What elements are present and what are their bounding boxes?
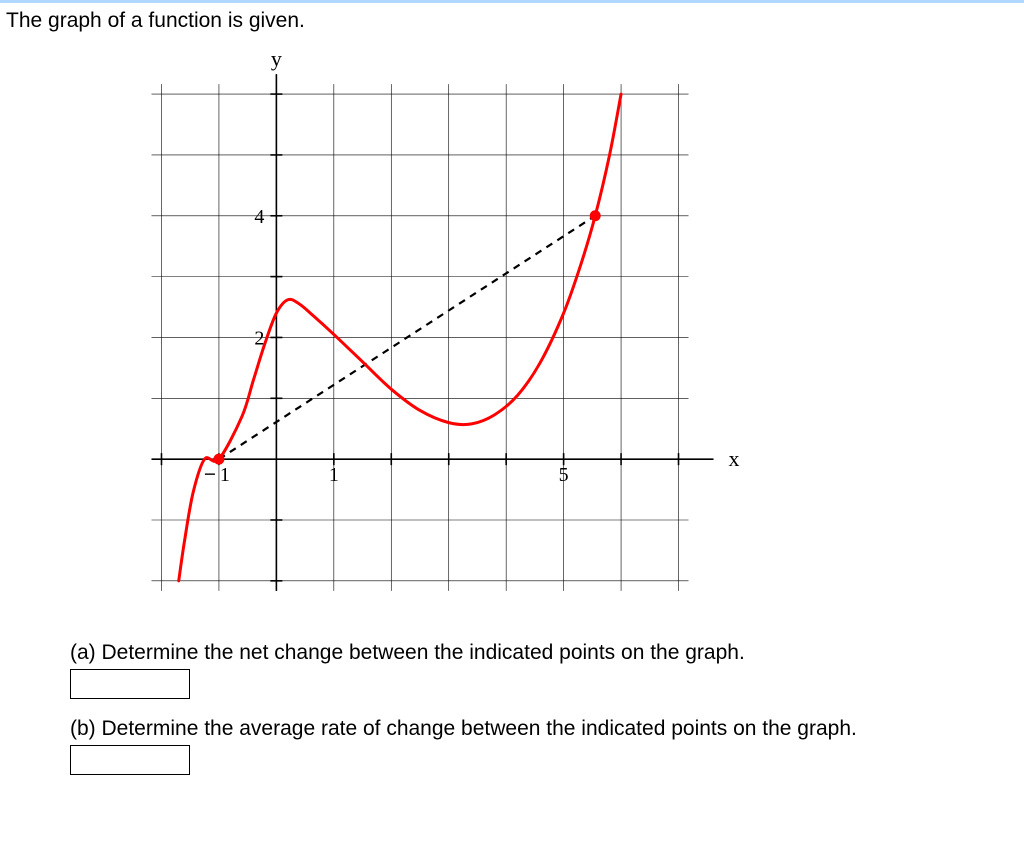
question-a-text: (a) Determine the net change between the…	[70, 641, 745, 664]
svg-text:x: x	[729, 446, 740, 471]
answer-a-input[interactable]	[70, 669, 190, 699]
question-b-text: (b) Determine the average rate of change…	[70, 717, 857, 740]
svg-text:4: 4	[254, 206, 264, 228]
svg-text:5: 5	[559, 464, 569, 486]
question-a: (a) Determine the net change between the…	[70, 641, 1024, 699]
svg-text:y: y	[271, 46, 282, 71]
chart-container: 11524yx	[0, 43, 1024, 623]
answer-b-input[interactable]	[70, 745, 190, 775]
function-chart: 11524yx	[110, 43, 750, 623]
page: The graph of a function is given. 11524y…	[0, 0, 1024, 863]
question-b: (b) Determine the average rate of change…	[70, 717, 1024, 775]
questions-block: (a) Determine the net change between the…	[70, 641, 1024, 775]
svg-text:1: 1	[220, 464, 230, 486]
prompt-text: The graph of a function is given.	[6, 9, 1024, 33]
svg-text:1: 1	[329, 464, 339, 486]
